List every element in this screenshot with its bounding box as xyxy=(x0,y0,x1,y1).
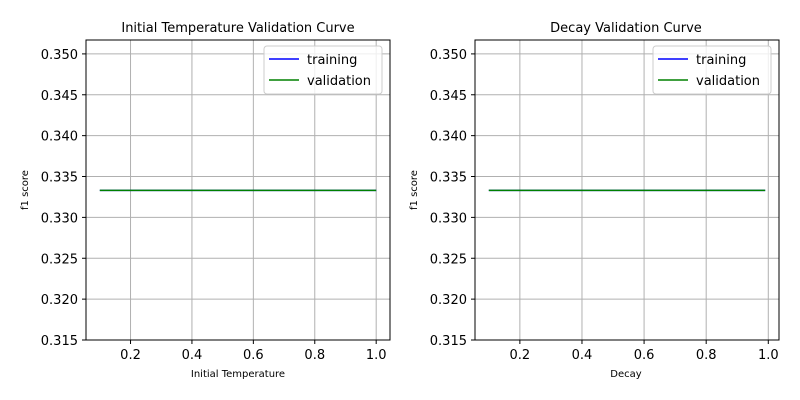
y-tick-label: 0.350 xyxy=(430,48,467,63)
y-tick-label: 0.320 xyxy=(430,293,467,308)
y-tick-label: 0.315 xyxy=(430,334,467,349)
x-tick-label: 0.6 xyxy=(634,348,655,363)
y-tick-label: 0.340 xyxy=(41,130,78,145)
legend-label-training: training xyxy=(696,53,746,68)
x-tick-label: 0.4 xyxy=(182,348,203,363)
y-tick-label: 0.345 xyxy=(41,89,78,104)
x-tick-label: 0.2 xyxy=(120,348,141,363)
y-axis-label: f1 score xyxy=(409,170,420,210)
plot-frame xyxy=(474,39,780,341)
chart-initial-temperature: Initial Temperature Validation Curve 0.2… xyxy=(20,21,391,380)
y-tick-label: 0.345 xyxy=(430,89,467,104)
y-tick-label: 0.350 xyxy=(41,48,78,63)
x-tick-label: 0.8 xyxy=(696,348,717,363)
y-tick-label: 0.325 xyxy=(430,252,467,267)
x-tick-label: 1.0 xyxy=(758,348,779,363)
chart-title: Decay Validation Curve xyxy=(550,21,702,36)
y-tick-label: 0.330 xyxy=(430,211,467,226)
x-tick-label: 0.4 xyxy=(572,348,593,363)
chart-decay: Decay Validation Curve 0.2 0.4 0.6 0.8 1.00.… xyxy=(409,21,780,380)
legend-box xyxy=(263,45,383,95)
x-tick-label: 1.0 xyxy=(366,348,387,363)
legend: training validation xyxy=(263,45,383,95)
y-tick-label: 0.320 xyxy=(41,293,78,308)
y-tick-label: 0.315 xyxy=(41,334,78,349)
x-tick-label: 0.2 xyxy=(510,348,531,363)
y-tick-label: 0.340 xyxy=(430,130,467,145)
legend-box xyxy=(652,45,772,95)
axis-ticks: 0.2 0.4 0.6 0.8 1.0 0.315 0.320 0.325 0.330 0.335… xyxy=(41,48,387,363)
legend-label-validation: validation xyxy=(307,74,371,89)
legend: training validation xyxy=(652,45,772,95)
y-tick-label: 0.335 xyxy=(430,171,467,186)
y-tick-label: 0.335 xyxy=(41,171,78,186)
x-tick-label: 0.8 xyxy=(304,348,325,363)
y-axis-label: f1 score xyxy=(20,170,31,210)
x-tick-label: 0.6 xyxy=(243,348,264,363)
legend-label-validation: validation xyxy=(696,74,760,89)
x-axis-label: Initial Temperature xyxy=(191,369,285,380)
y-tick-label: 0.330 xyxy=(41,211,78,226)
axis-ticks: 0.2 0.4 0.6 0.8 1.0 0.315 0.320 0.325 0.330 0.335… xyxy=(430,48,779,363)
plot-frame xyxy=(85,39,391,341)
y-tick-label: 0.325 xyxy=(41,252,78,267)
legend-label-training: training xyxy=(307,53,357,68)
x-axis-label: Decay xyxy=(610,369,641,380)
chart-title: Initial Temperature Validation Curve xyxy=(121,21,354,36)
